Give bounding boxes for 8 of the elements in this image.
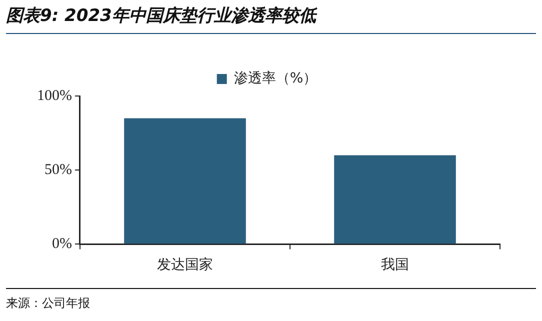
x-tick-label: 我国 — [381, 257, 409, 274]
y-tick-label: 50% — [44, 162, 72, 178]
chart-title: 图表9: 2023年中国床垫行业渗透率较低 — [6, 4, 536, 34]
source-note: 来源：公司年报 — [6, 295, 91, 312]
y-tick-label: 0% — [52, 236, 72, 252]
x-tick-label: 发达国家 — [156, 257, 213, 274]
legend-label: 渗透率（%） — [234, 70, 318, 87]
y-tick-label: 100% — [36, 88, 72, 104]
